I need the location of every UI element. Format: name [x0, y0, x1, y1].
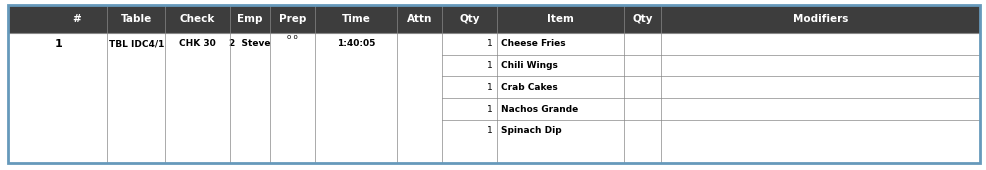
- Text: Prep: Prep: [279, 14, 307, 24]
- Text: Time: Time: [341, 14, 371, 24]
- Text: CHK 30: CHK 30: [179, 39, 216, 48]
- Text: Modifiers: Modifiers: [793, 14, 848, 24]
- Text: 1: 1: [54, 39, 62, 49]
- Text: Emp: Emp: [238, 14, 262, 24]
- Text: o o: o o: [287, 34, 298, 40]
- Text: 1: 1: [487, 83, 493, 92]
- Text: Check: Check: [179, 14, 215, 24]
- Text: Qty: Qty: [459, 14, 480, 24]
- Text: 1: 1: [487, 39, 493, 48]
- Text: Chili Wings: Chili Wings: [501, 61, 558, 70]
- Text: 1: 1: [487, 105, 493, 114]
- Text: 1:40:05: 1:40:05: [337, 39, 375, 48]
- Text: 1: 1: [487, 126, 493, 135]
- Text: #: #: [73, 14, 81, 24]
- Text: TBL IDC4/1: TBL IDC4/1: [108, 39, 164, 48]
- Text: Item: Item: [547, 14, 574, 24]
- Text: Nachos Grande: Nachos Grande: [501, 105, 578, 114]
- Bar: [8, 33, 980, 142]
- Text: 2  Steve: 2 Steve: [229, 39, 271, 48]
- Text: Spinach Dip: Spinach Dip: [501, 126, 561, 135]
- Text: Qty: Qty: [632, 14, 653, 24]
- Bar: [8, 5, 980, 33]
- Text: Attn: Attn: [407, 14, 432, 24]
- Text: Cheese Fries: Cheese Fries: [501, 39, 566, 48]
- Text: Table: Table: [120, 14, 152, 24]
- Text: Crab Cakes: Crab Cakes: [501, 83, 558, 92]
- Text: 1: 1: [487, 61, 493, 70]
